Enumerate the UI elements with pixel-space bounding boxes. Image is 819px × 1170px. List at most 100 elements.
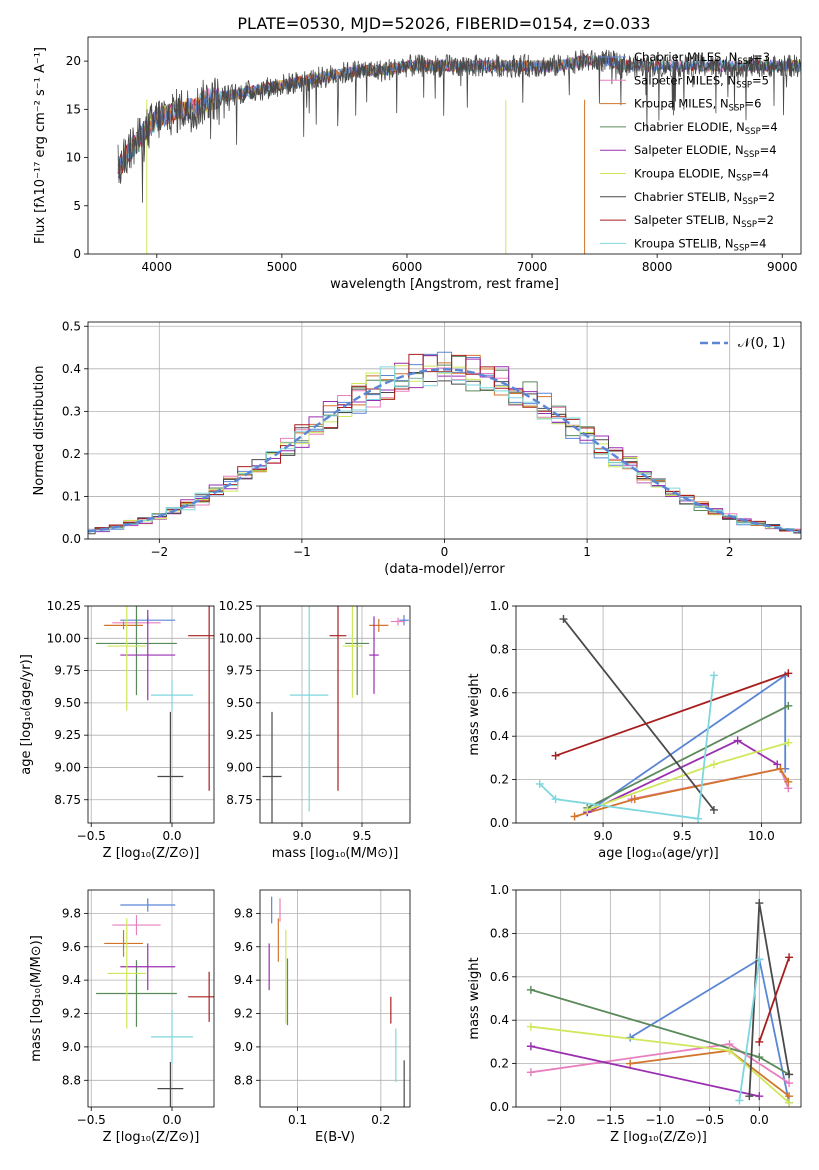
weight-marker <box>755 1037 764 1046</box>
y-tick-label: 9.75 <box>54 664 81 678</box>
y-tick-label: 0.0 <box>490 1100 509 1114</box>
legend-suffix: =4 <box>760 143 777 157</box>
x-tick-label: 4000 <box>142 260 173 274</box>
y-tick-label: 9.0 <box>62 1040 81 1054</box>
axes-frame <box>259 605 411 824</box>
legend-entry: Chabrier MILES, NSSP=3 <box>634 50 770 67</box>
y-tick-label: 9.8 <box>62 906 81 920</box>
weight-marker <box>755 955 764 964</box>
weight-marker <box>709 805 718 814</box>
y-tick-label: 0.2 <box>490 1057 509 1071</box>
y-tick-label: 1.0 <box>490 883 509 897</box>
weight-marker <box>709 671 718 680</box>
weight-line <box>758 957 790 1043</box>
y-tick-label: 0.6 <box>490 686 509 700</box>
y-tick-label: 0.8 <box>490 926 509 940</box>
axes-frame <box>87 605 215 824</box>
y-axis-label: Normed distribution <box>32 366 47 496</box>
y-tick-label: 0.3 <box>62 404 81 418</box>
x-tick-label: 9.5 <box>673 829 692 843</box>
y-tick-label: 9.4 <box>62 973 81 987</box>
x-tick-label: −2 <box>150 545 168 559</box>
x-tick-label: 9.5 <box>352 829 371 843</box>
plot-area <box>268 896 405 1107</box>
plot-area <box>526 899 794 1107</box>
x-tick-label: 2 <box>726 545 734 559</box>
legend-entry: Salpeter ELODIE, NSSP=4 <box>634 143 777 160</box>
y-axis-label: mass weight <box>467 957 482 1039</box>
normal-reference-line <box>88 368 801 533</box>
legend-entry: Salpeter MILES, NSSP=5 <box>634 73 769 90</box>
weight-marker <box>526 1068 535 1077</box>
y-tick-label: 10 <box>66 151 81 165</box>
y-tick-label: 9.0 <box>234 1040 253 1054</box>
x-axis-label: wavelength [Angstrom, rest frame] <box>330 277 559 292</box>
panel-age-weight: 9.0 9.5 10.0 0.0 0.2 0.4 0.6 0.8 1.0 age [log₁₀(a… <box>467 599 802 861</box>
weight-marker <box>626 1059 635 1068</box>
x-tick-label: −0.5 <box>77 829 106 843</box>
legend-suffix: =3 <box>753 50 770 64</box>
weight-line <box>586 673 787 813</box>
y-tick-label: 9.8 <box>234 906 253 920</box>
x-tick-label: 0.0 <box>750 1113 769 1127</box>
x-tick-label: 0.2 <box>371 1113 390 1127</box>
weight-marker <box>551 795 560 804</box>
legend-sub: SSP <box>745 127 761 137</box>
panel-EBV-mass: 0.1 0.2 8.8 9.0 9.2 9.4 9.6 9.8 E(B-V) <box>234 889 411 1145</box>
weight-marker <box>784 669 793 678</box>
y-tick-label: 9.00 <box>54 760 81 774</box>
histogram-step <box>88 372 801 535</box>
plot-area <box>535 615 793 823</box>
legend-entry: Kroupa STELIB, NSSP=4 <box>634 236 766 253</box>
histogram-step <box>88 353 801 532</box>
legend-name: Chabrier STELIB, N <box>634 190 742 204</box>
weight-marker <box>773 760 782 769</box>
weight-marker <box>755 899 764 908</box>
y-tick-label: 10.00 <box>219 631 253 645</box>
legend-sub: SSP <box>736 80 752 90</box>
x-axis-label: Z [log₁₀(Z/Z⊙)] <box>103 846 200 861</box>
y-tick-label: 0.4 <box>490 729 509 743</box>
plot-area <box>96 606 214 823</box>
weight-marker <box>745 1092 754 1101</box>
x-tick-label: 0.0 <box>162 829 181 843</box>
x-tick-label: −2.0 <box>546 1113 575 1127</box>
weight-line <box>539 675 715 820</box>
y-axis-label: age [log₁₀(age/yr)] <box>19 654 34 775</box>
x-tick-label: −1 <box>293 545 311 559</box>
weight-marker <box>776 764 785 773</box>
legend-name: Chabrier MILES, N <box>634 50 737 64</box>
legend-sub: SSP <box>734 243 750 253</box>
x-tick-label: 0.1 <box>288 1113 307 1127</box>
weight-marker <box>694 814 703 823</box>
weight-marker <box>559 615 568 624</box>
x-tick-label: 6000 <box>392 260 423 274</box>
x-tick-label: 0.0 <box>162 1113 181 1127</box>
x-tick-label: 9.0 <box>292 829 311 843</box>
y-axis-label: mass weight <box>467 673 482 755</box>
weight-marker <box>526 1042 535 1051</box>
y-tick-label: 0.6 <box>490 970 509 984</box>
y-tick-label: 9.4 <box>234 973 253 987</box>
y-tick-label: 0.2 <box>62 447 81 461</box>
weight-line <box>562 618 715 811</box>
weight-marker <box>755 1092 764 1101</box>
x-axis-label: Z [log₁₀(Z/Z⊙)] <box>103 1130 200 1145</box>
x-tick-label: −0.5 <box>77 1113 106 1127</box>
weight-marker <box>535 779 544 788</box>
legend-entry: Kroupa ELODIE, NSSP=4 <box>634 167 769 184</box>
legend-entry: 𝒩(0, 1) <box>738 336 785 351</box>
y-tick-label: 1.0 <box>490 599 509 613</box>
y-tick-label: 9.6 <box>234 940 253 954</box>
legend-suffix: =5 <box>752 73 769 87</box>
weight-marker <box>709 760 718 769</box>
legend-name: Salpeter ELODIE, N <box>634 143 744 157</box>
x-tick-label: 8000 <box>642 260 673 274</box>
x-tick-label: 9000 <box>767 260 798 274</box>
x-tick-label: −0.5 <box>695 1113 724 1127</box>
weight-marker <box>785 1070 794 1079</box>
axes-frame <box>259 889 411 1108</box>
weight-line <box>586 704 789 809</box>
weight-marker <box>551 751 560 760</box>
